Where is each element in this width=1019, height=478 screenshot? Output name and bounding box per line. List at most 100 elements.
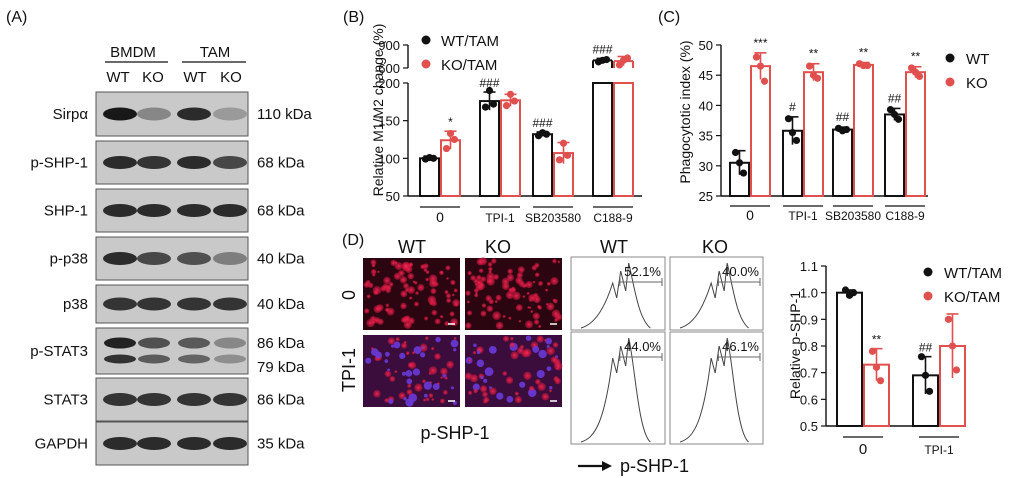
c-point-0-0-2 (739, 169, 748, 177)
c-point-0-3-1 (890, 110, 899, 119)
flow-box-3 (669, 331, 764, 445)
micro-cell-1-38 (506, 273, 515, 282)
c-point-0-1-0 (784, 115, 793, 123)
micro-cell-0-88 (388, 282, 394, 287)
band-4-2 (177, 297, 211, 311)
micro-cell-1-48 (466, 310, 473, 316)
micro-cell-2-3 (439, 398, 445, 404)
micro-cell-1-54 (480, 310, 487, 317)
micro-cell-2-0 (393, 341, 401, 349)
micro-cell-0-20 (450, 279, 456, 286)
micro-cell-2-62 (375, 351, 382, 359)
micro-cell-0-81 (366, 294, 371, 299)
micro-cell-2-45 (389, 375, 396, 382)
micro-cell-3-21 (480, 375, 484, 380)
micro-cell-1-71 (527, 306, 530, 309)
d-ytick-label-2: 0.7 (800, 366, 818, 381)
micro-cell-0-52 (403, 282, 409, 289)
micro-cell-3-60 (539, 385, 542, 388)
micro-cell-1-89 (480, 276, 486, 282)
micro-cell-2-50 (388, 398, 394, 405)
micro-cell-3-68 (467, 390, 473, 396)
micro-cell-1-1 (517, 266, 525, 274)
micro-cell-1-76 (538, 281, 543, 286)
micro-cell-0-70 (385, 307, 390, 313)
d-bar-0-0 (836, 291, 863, 427)
b-point-1-1-1 (506, 90, 515, 98)
band-7-0 (103, 437, 137, 450)
d-legend-label-0: WT/TAM (944, 265, 1002, 282)
micro-cell-1-12 (495, 321, 504, 330)
micro-cell-1-52 (546, 302, 555, 311)
micro-cell-3-62 (554, 377, 561, 385)
band-5-1-lower (138, 354, 170, 364)
b-legend-marker-0 (421, 35, 431, 45)
micro-cell-0-79 (385, 285, 388, 289)
lane-label-2: KO (142, 69, 164, 86)
blot-name-6: STAT3 (44, 392, 88, 409)
micro-cell-0-76 (394, 261, 398, 265)
group-label-bmdm: BMDM (110, 44, 156, 61)
band-2-1 (137, 204, 171, 217)
panel-b-chart: (B) Relative M1/M2 change (%) 50 100 150 20… (343, 9, 642, 225)
micro-cell-1-11 (487, 262, 493, 267)
micro-cell-2-38 (446, 360, 454, 369)
micro-cell-2-15 (405, 369, 413, 377)
micro-cell-3-51 (525, 335, 532, 341)
micro-cell-0-51 (390, 259, 397, 267)
b-point-1-0-1 (446, 129, 455, 138)
b-annotation-2: ### (532, 116, 552, 130)
micro-cell-0-82 (393, 272, 401, 280)
c-annotation-0: *** (753, 36, 767, 50)
micro-cell-1-68 (475, 292, 478, 295)
d-point-1-1-0 (944, 315, 953, 323)
micro-cell-2-17 (425, 336, 429, 341)
c-ytick-label-4: 45 (699, 68, 713, 83)
micro-cell-3-47 (473, 343, 477, 348)
micro-cell-0-77 (430, 288, 437, 295)
b-point-0-3-2 (602, 55, 611, 64)
micro-cell-3-37 (488, 346, 497, 354)
micro-cell-0-72 (439, 270, 444, 276)
micro-cell-1-46 (532, 280, 536, 284)
micro-cell-0-0 (409, 296, 413, 300)
micro-cell-1-44 (534, 262, 540, 268)
micro-cell-2-55 (411, 351, 415, 355)
band-5-2-upper (178, 337, 210, 349)
d-cat-label-1: TPI-1 (924, 443, 954, 457)
flow-box-2 (570, 331, 666, 445)
blot-kda-0: 110 kDa (257, 106, 312, 123)
micro-cell-3-2 (506, 395, 514, 403)
b-bar-0-1 (479, 100, 500, 197)
panel-c-chart: (C) Phagocytotic index (%) 25 30 35 40 45 50 0… (658, 9, 989, 223)
band-1-1 (137, 156, 171, 169)
c-annotation-5: ## (888, 91, 902, 105)
band-4-0 (103, 297, 137, 311)
image-col-label-wt: WT (398, 237, 426, 257)
micro-cell-2-39 (420, 352, 426, 358)
d-ytick-label-0: 0.5 (800, 419, 818, 434)
image-col-label-ko: KO (485, 237, 511, 257)
b-point-1-0-0 (442, 144, 451, 153)
band-0-1 (137, 107, 171, 121)
blot-name-5: p-STAT3 (30, 343, 88, 360)
blot-name-4: p38 (63, 296, 88, 313)
c-annotation-3: ## (836, 110, 850, 124)
flow-axis-label: p-SHP-1 (620, 456, 689, 476)
flow-histogram-3 (679, 337, 749, 443)
band-5-3-upper (214, 337, 246, 349)
micro-cell-3-19 (503, 335, 510, 342)
micro-cell-2-25 (401, 342, 408, 349)
micro-cell-2-67 (444, 376, 448, 380)
flow-col-label-wt: WT (600, 237, 628, 257)
micro-cell-1-32 (474, 282, 478, 286)
c-bar-0-3 (884, 113, 905, 197)
micro-cell-2-12 (434, 353, 441, 360)
c-point-1-1-2 (813, 74, 822, 82)
flow-percent-0: 52.1% (624, 264, 661, 279)
d-point-1-0-2 (876, 377, 885, 385)
micro-cell-1-19 (466, 300, 470, 304)
micro-cell-3-67 (470, 374, 479, 383)
b-legend-label-0: WT/TAM (441, 33, 499, 50)
